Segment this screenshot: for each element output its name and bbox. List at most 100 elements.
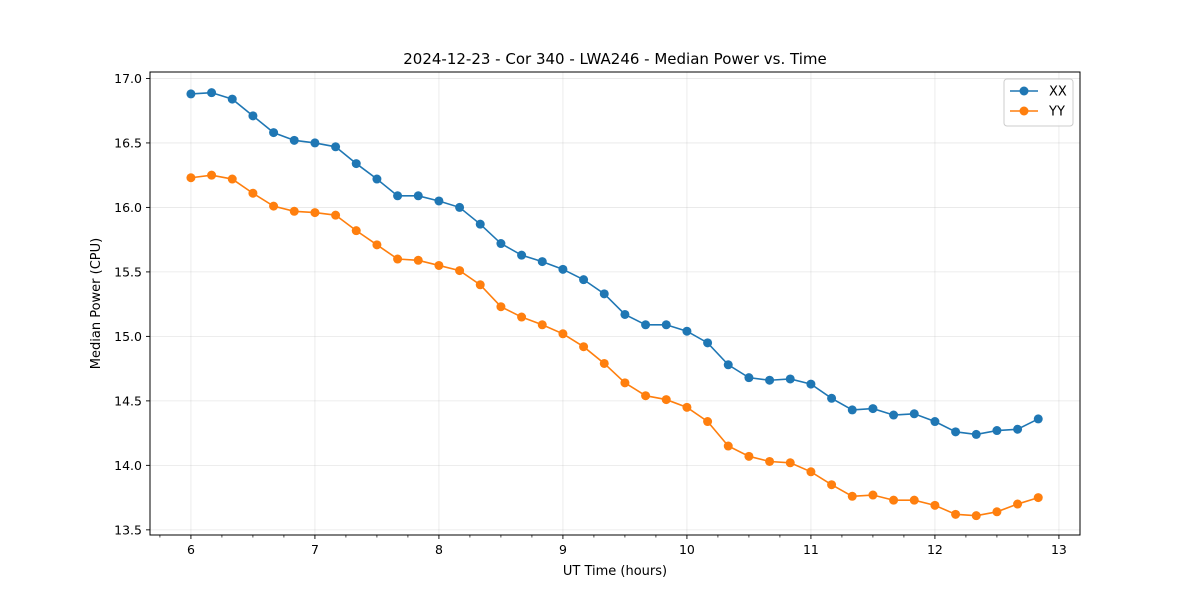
data-point-xx <box>413 191 423 201</box>
data-point-yy <box>372 240 382 250</box>
data-point-xx <box>992 426 1002 436</box>
y-tick-label: 15.5 <box>114 264 142 279</box>
y-tick-label: 14.0 <box>114 458 142 473</box>
data-point-xx <box>393 191 403 201</box>
data-point-yy <box>393 254 403 264</box>
ticks: 6 7 8 9 10 11 12 13 13.5 14.0 14.5 15.0 15.5 16.0 16.5… <box>114 71 1067 557</box>
data-point-xx <box>558 264 568 274</box>
data-point-yy <box>351 226 361 236</box>
data-point-xx <box>269 128 279 138</box>
data-point-yy <box>661 395 671 405</box>
data-point-xx <box>289 135 299 145</box>
legend-marker-xx <box>1019 86 1029 96</box>
data-point-yy <box>785 458 795 468</box>
data-point-yy <box>1013 499 1023 509</box>
data-point-xx <box>434 196 444 206</box>
data-point-yy <box>909 495 919 505</box>
data-point-yy <box>558 329 568 339</box>
data-point-xx <box>847 405 857 415</box>
data-point-yy <box>537 320 547 330</box>
data-point-xx <box>909 409 919 419</box>
data-point-xx <box>827 393 837 403</box>
data-point-xx <box>207 88 217 98</box>
data-point-yy <box>579 342 589 352</box>
legend: XX YY <box>1003 78 1074 127</box>
data-point-xx <box>951 427 961 437</box>
data-point-yy <box>847 491 857 501</box>
x-tick-label: 9 <box>559 542 567 557</box>
series-xx <box>186 88 1043 439</box>
data-point-yy <box>455 266 465 276</box>
data-point-xx <box>868 404 878 414</box>
data-point-xx <box>620 309 630 319</box>
x-tick-label: 7 <box>311 542 319 557</box>
data-point-xx <box>351 159 361 169</box>
data-point-yy <box>289 206 299 216</box>
y-tick-label: 15.0 <box>114 329 142 344</box>
data-point-xx <box>744 373 754 383</box>
data-point-yy <box>682 402 692 412</box>
data-point-xx <box>372 174 382 184</box>
data-point-xx <box>930 417 940 427</box>
data-point-xx <box>723 360 733 370</box>
series-yy <box>186 170 1043 521</box>
plot-frame <box>149 71 1081 536</box>
y-tick-label: 16.0 <box>114 200 142 215</box>
data-point-yy <box>413 255 423 265</box>
data-point-xx <box>579 275 589 285</box>
data-point-yy <box>744 451 754 461</box>
data-point-yy <box>475 280 485 290</box>
data-point-yy <box>806 467 816 477</box>
data-point-xx <box>1033 414 1043 424</box>
data-point-xx <box>599 289 609 299</box>
data-point-xx <box>661 320 671 330</box>
data-point-xx <box>331 142 341 152</box>
data-point-yy <box>765 456 775 466</box>
data-point-xx <box>785 374 795 384</box>
data-point-yy <box>951 509 961 519</box>
data-point-yy <box>434 260 444 270</box>
data-point-yy <box>723 441 733 451</box>
x-tick-label: 11 <box>803 542 819 557</box>
data-point-yy <box>496 302 506 312</box>
data-point-yy <box>703 417 713 427</box>
data-point-xx <box>310 138 320 148</box>
data-point-yy <box>620 378 630 388</box>
data-point-yy <box>641 391 651 401</box>
data-point-xx <box>227 94 237 104</box>
x-axis-label: UT Time (hours) <box>563 564 667 579</box>
x-tick-label: 8 <box>435 542 443 557</box>
data-point-yy <box>517 312 527 322</box>
series-layer <box>186 88 1043 521</box>
data-point-yy <box>207 170 217 180</box>
data-point-xx <box>537 257 547 267</box>
grid <box>150 72 1080 535</box>
data-point-yy <box>1033 493 1043 503</box>
data-point-xx <box>496 239 506 249</box>
x-tick-label: 10 <box>679 542 695 557</box>
y-tick-label: 13.5 <box>114 522 142 537</box>
data-point-yy <box>248 188 258 198</box>
y-tick-label: 14.5 <box>114 393 142 408</box>
data-point-xx <box>971 429 981 439</box>
data-point-xx <box>641 320 651 330</box>
legend-label-yy: YY <box>1048 105 1065 120</box>
data-point-xx <box>806 379 816 389</box>
data-point-xx <box>703 338 713 348</box>
data-point-xx <box>765 375 775 385</box>
data-point-xx <box>248 111 258 121</box>
chart-title: 2024-12-23 - Cor 340 - LWA246 - Median P… <box>403 50 827 68</box>
data-point-yy <box>186 173 196 183</box>
x-tick-label: 13 <box>1051 542 1067 557</box>
data-point-yy <box>310 208 320 218</box>
data-point-yy <box>930 500 940 510</box>
legend-marker-yy <box>1019 106 1029 116</box>
data-point-yy <box>868 490 878 500</box>
data-point-yy <box>331 210 341 220</box>
y-tick-label: 16.5 <box>114 135 142 150</box>
data-point-yy <box>599 358 609 368</box>
y-tick-label: 17.0 <box>114 71 142 86</box>
data-point-yy <box>269 201 279 211</box>
